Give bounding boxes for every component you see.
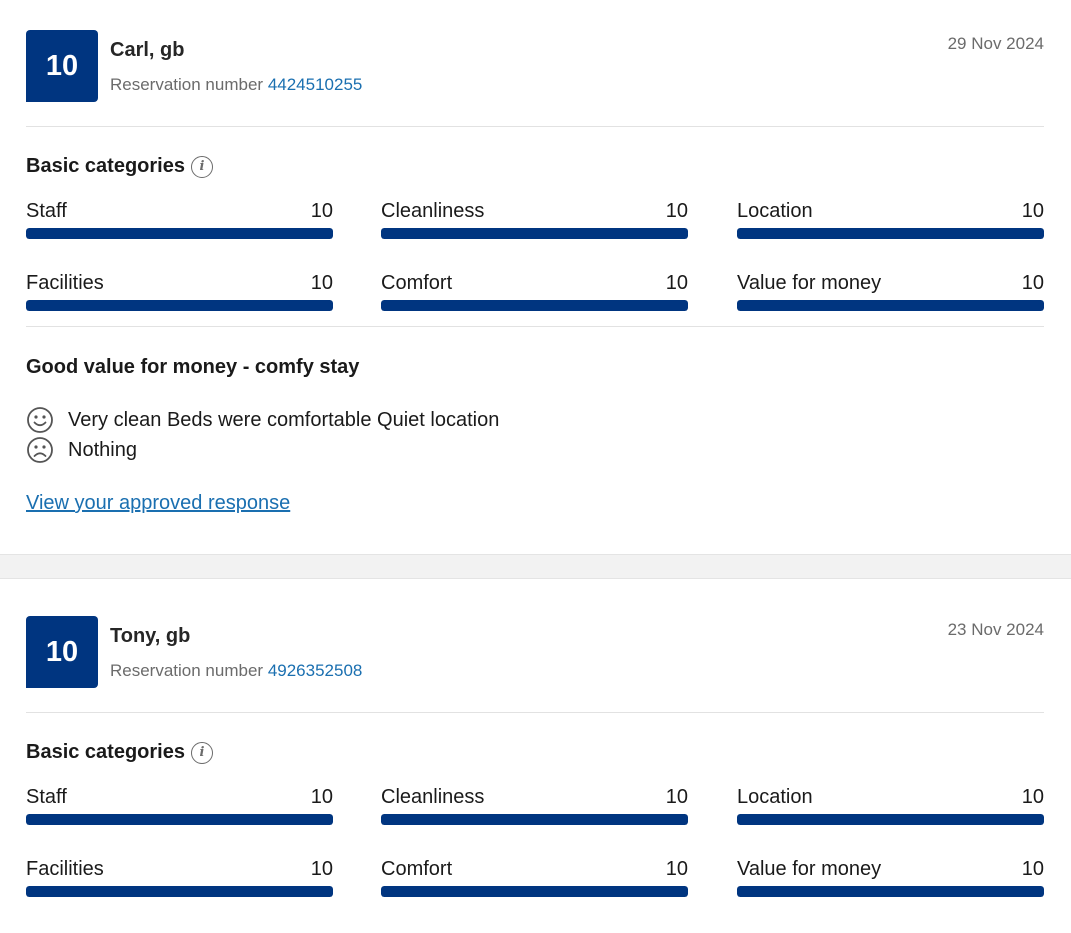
category-facilities: Facilities 10 bbox=[26, 858, 333, 898]
info-icon[interactable]: i bbox=[190, 741, 213, 764]
review-date: 29 Nov 2024 bbox=[947, 34, 1044, 53]
category-label: Staff bbox=[26, 200, 67, 222]
category-score: 10 bbox=[310, 858, 333, 880]
score-bar bbox=[381, 886, 688, 897]
score-bar-fill bbox=[381, 814, 688, 825]
score-badge: 10 bbox=[26, 616, 98, 688]
score-bar bbox=[26, 814, 333, 825]
reservation-label: Reservation number bbox=[110, 661, 264, 680]
category-cleanliness: Cleanliness 10 bbox=[381, 200, 688, 240]
guest-name: Tony, gb bbox=[110, 625, 191, 647]
score-bar-fill bbox=[381, 886, 688, 897]
categories-heading: Basic categories i bbox=[26, 155, 213, 178]
score-bar bbox=[737, 300, 1044, 311]
category-label: Comfort bbox=[381, 272, 453, 294]
guest-name: Carl, gb bbox=[110, 39, 185, 61]
score-bar-fill bbox=[381, 300, 688, 311]
divider bbox=[26, 126, 1044, 127]
reservation-info: Reservation number 4926352508 bbox=[110, 661, 362, 681]
info-icon[interactable]: i bbox=[190, 155, 213, 178]
category-score: 10 bbox=[665, 858, 688, 880]
category-label: Value for money bbox=[737, 858, 882, 880]
category-score: 10 bbox=[665, 200, 688, 222]
score-bar bbox=[737, 228, 1044, 239]
category-staff: Staff 10 bbox=[26, 786, 333, 826]
category-label: Facilities bbox=[26, 858, 104, 880]
reservation-number-link[interactable]: 4926352508 bbox=[267, 661, 363, 680]
view-response-link[interactable]: View your approved response bbox=[26, 492, 291, 514]
score-bar-fill bbox=[26, 814, 333, 825]
category-facilities: Facilities 10 bbox=[26, 272, 333, 312]
divider bbox=[26, 712, 1044, 713]
category-cleanliness: Cleanliness 10 bbox=[381, 786, 688, 826]
reservation-label: Reservation number bbox=[110, 75, 264, 94]
category-value-for-money: Value for money 10 bbox=[737, 858, 1044, 898]
category-location: Location 10 bbox=[737, 786, 1044, 826]
review-title: Good value for money - comfy stay bbox=[26, 356, 360, 378]
category-label: Cleanliness bbox=[381, 786, 485, 808]
category-label: Location bbox=[737, 786, 813, 808]
smiley-face-icon bbox=[27, 407, 53, 433]
score-bar bbox=[737, 814, 1044, 825]
category-label: Staff bbox=[26, 786, 67, 808]
review-card: 10 Carl, gb Reservation number 442451025… bbox=[26, 30, 1044, 514]
score-bar bbox=[381, 300, 688, 311]
reservation-info: Reservation number 4424510255 bbox=[110, 75, 362, 95]
category-score: 10 bbox=[1021, 786, 1044, 808]
score-bar bbox=[381, 228, 688, 239]
score-bar bbox=[737, 886, 1044, 897]
category-label: Facilities bbox=[26, 272, 104, 294]
category-label: Comfort bbox=[381, 858, 453, 880]
score-bar-fill bbox=[737, 300, 1044, 311]
reservation-number-link[interactable]: 4424510255 bbox=[267, 75, 363, 94]
score-bar-fill bbox=[737, 814, 1044, 825]
review-date: 23 Nov 2024 bbox=[947, 620, 1044, 639]
score-bar-fill bbox=[737, 886, 1044, 897]
categories-title: Basic categories bbox=[26, 155, 185, 177]
review-card: 10 Tony, gb Reservation number 492635250… bbox=[0, 579, 1071, 933]
score-bar-fill bbox=[26, 300, 333, 311]
score-bar-fill bbox=[737, 228, 1044, 239]
category-label: Location bbox=[737, 200, 813, 222]
score-bar-fill bbox=[381, 228, 688, 239]
category-score: 10 bbox=[1021, 858, 1044, 880]
score-bar bbox=[26, 300, 333, 311]
score-bar bbox=[26, 228, 333, 239]
category-staff: Staff 10 bbox=[26, 200, 333, 240]
sad-face-icon bbox=[27, 437, 53, 463]
score-bar bbox=[381, 814, 688, 825]
category-score: 10 bbox=[310, 200, 333, 222]
review-separator bbox=[0, 554, 1071, 579]
category-score: 10 bbox=[310, 272, 333, 294]
categories-heading: Basic categories i bbox=[26, 741, 213, 764]
score-bar-fill bbox=[26, 228, 333, 239]
negative-comment: Nothing bbox=[26, 436, 137, 464]
score-badge: 10 bbox=[26, 30, 98, 102]
category-comfort: Comfort 10 bbox=[381, 272, 688, 312]
positive-comment: Very clean Beds were comfortable Quiet l… bbox=[26, 406, 499, 434]
categories-title: Basic categories bbox=[26, 741, 185, 763]
category-comfort: Comfort 10 bbox=[381, 858, 688, 898]
score-bar-fill bbox=[26, 886, 333, 897]
category-label: Value for money bbox=[737, 272, 882, 294]
score-bar bbox=[26, 886, 333, 897]
category-location: Location 10 bbox=[737, 200, 1044, 240]
category-label: Cleanliness bbox=[381, 200, 485, 222]
category-score: 10 bbox=[1021, 200, 1044, 222]
category-score: 10 bbox=[1021, 272, 1044, 294]
positive-text: Very clean Beds were comfortable Quiet l… bbox=[68, 408, 500, 431]
category-value-for-money: Value for money 10 bbox=[737, 272, 1044, 312]
category-score: 10 bbox=[665, 272, 688, 294]
category-score: 10 bbox=[310, 786, 333, 808]
negative-text: Nothing bbox=[68, 438, 137, 461]
category-score: 10 bbox=[665, 786, 688, 808]
divider bbox=[26, 326, 1044, 327]
